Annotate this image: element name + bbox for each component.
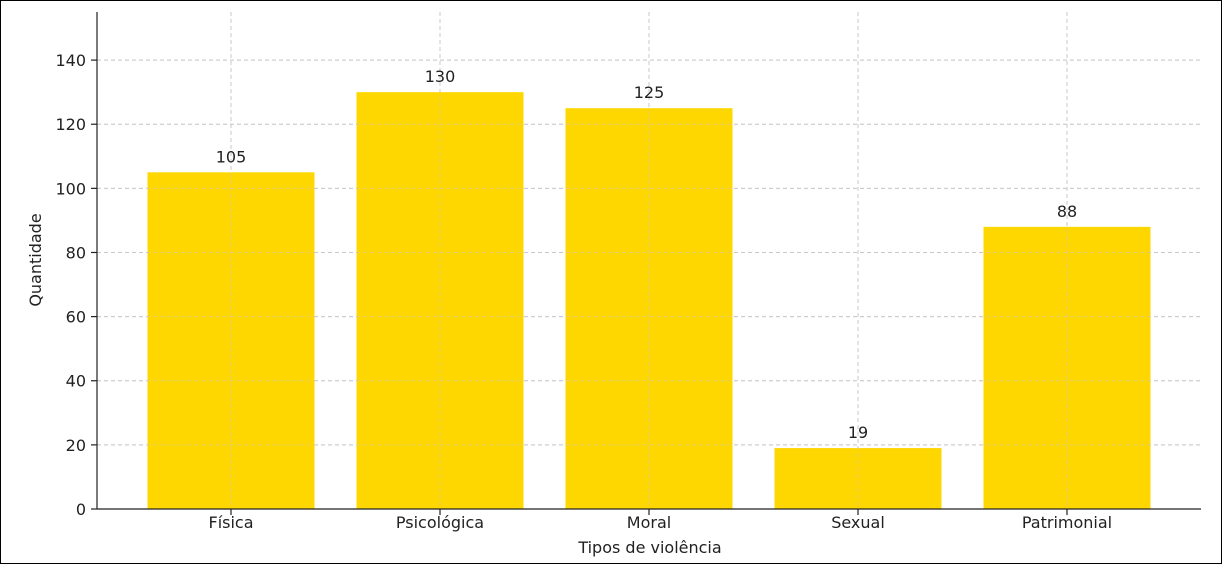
y-tick-label: 60 [66,308,86,327]
bar [774,448,942,509]
bar-value-label: 125 [634,83,665,102]
x-tick-label: Psicológica [396,513,484,532]
x-tick-label: Patrimonial [1022,513,1112,532]
data-labels: 105 130 125 19 88 [216,67,1077,442]
x-tick-labels: Física Psicológica Moral Sexual Patrimonial [208,509,1112,532]
y-tick-label: 120 [55,115,86,134]
bar-value-label: 19 [848,423,868,442]
y-tick-label: 20 [66,436,86,455]
bar [147,172,315,510]
y-tick-label: 100 [55,179,86,198]
y-tick-label: 80 [66,243,86,262]
bars [97,12,1201,510]
bar-value-label: 130 [425,67,456,86]
y-tick-label: 0 [76,500,86,519]
x-tick-label: Sexual [831,513,885,532]
bar-value-label: 105 [216,147,247,166]
y-tick-labels: 0 20 40 60 80 100 120 140 [55,51,97,519]
bar-value-label: 88 [1057,202,1077,221]
x-axis-title: Tipos de violência [577,538,721,557]
x-tick-label: Física [208,513,253,532]
y-tick-label: 40 [66,372,86,391]
y-tick-label: 140 [55,51,86,70]
y-axis-title: Quantidade [26,213,45,306]
bar [983,226,1151,509]
x-tick-label: Moral [627,513,671,532]
